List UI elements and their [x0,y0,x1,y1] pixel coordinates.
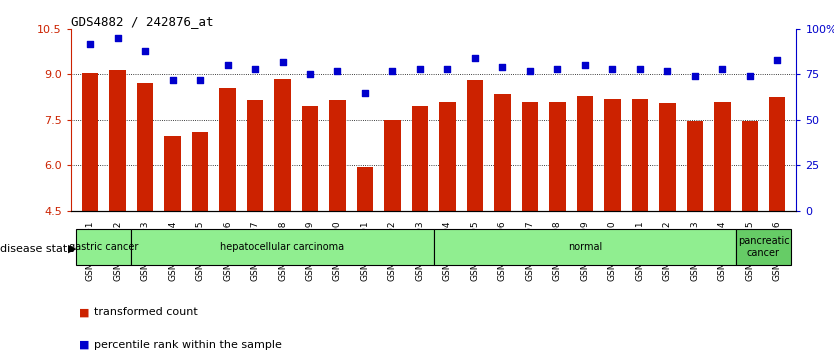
Point [550,66,564,72]
Bar [467,81,483,211]
Text: ■: ■ [79,307,90,317]
Bar [384,120,400,211]
Bar [82,73,98,211]
Point [716,66,729,72]
Point [661,68,674,74]
Bar [440,102,455,211]
Text: percentile rank within the sample: percentile rank within the sample [94,340,282,350]
Point [83,41,97,46]
Bar [77,229,131,265]
Point [111,35,124,41]
Point [331,68,344,74]
Point [743,73,756,79]
Point [440,66,454,72]
Point [633,66,646,72]
Point [359,90,372,95]
Point [523,68,536,74]
Point [138,48,152,54]
Bar [521,102,538,211]
Bar [714,102,731,211]
Bar [219,88,236,211]
Text: transformed count: transformed count [94,307,198,317]
Bar [434,229,736,265]
Point [386,68,399,74]
Point [468,55,481,61]
Bar [769,97,786,211]
Bar [736,229,791,265]
Bar [192,132,208,211]
Point [414,66,427,72]
Bar [247,100,264,211]
Point [221,62,234,68]
Bar [164,136,181,211]
Text: hepatocellular carcinoma: hepatocellular carcinoma [220,242,344,252]
Point [249,66,262,72]
Text: disease state: disease state [0,244,74,254]
Bar [302,106,319,211]
Text: ■: ■ [79,340,90,350]
Point [276,59,289,65]
Bar [604,99,620,211]
Bar [109,70,126,211]
Bar [631,99,648,211]
Text: ▶: ▶ [68,244,77,254]
Text: pancreatic
cancer: pancreatic cancer [738,236,789,258]
Point [304,72,317,77]
Point [688,73,701,79]
Point [193,77,207,83]
Point [578,62,591,68]
Bar [131,229,434,265]
Bar [357,167,373,211]
Bar [137,83,153,211]
Point [166,77,179,83]
Bar [549,102,565,211]
Bar [274,79,291,211]
Bar [686,121,703,211]
Text: GDS4882 / 242876_at: GDS4882 / 242876_at [71,15,214,28]
Point [771,57,784,63]
Text: gastric cancer: gastric cancer [69,242,138,252]
Bar [412,106,428,211]
Bar [576,95,593,211]
Bar [329,100,346,211]
Bar [494,94,510,211]
Point [605,66,619,72]
Bar [741,121,758,211]
Point [495,64,509,70]
Bar [659,103,676,211]
Text: normal: normal [568,242,602,252]
